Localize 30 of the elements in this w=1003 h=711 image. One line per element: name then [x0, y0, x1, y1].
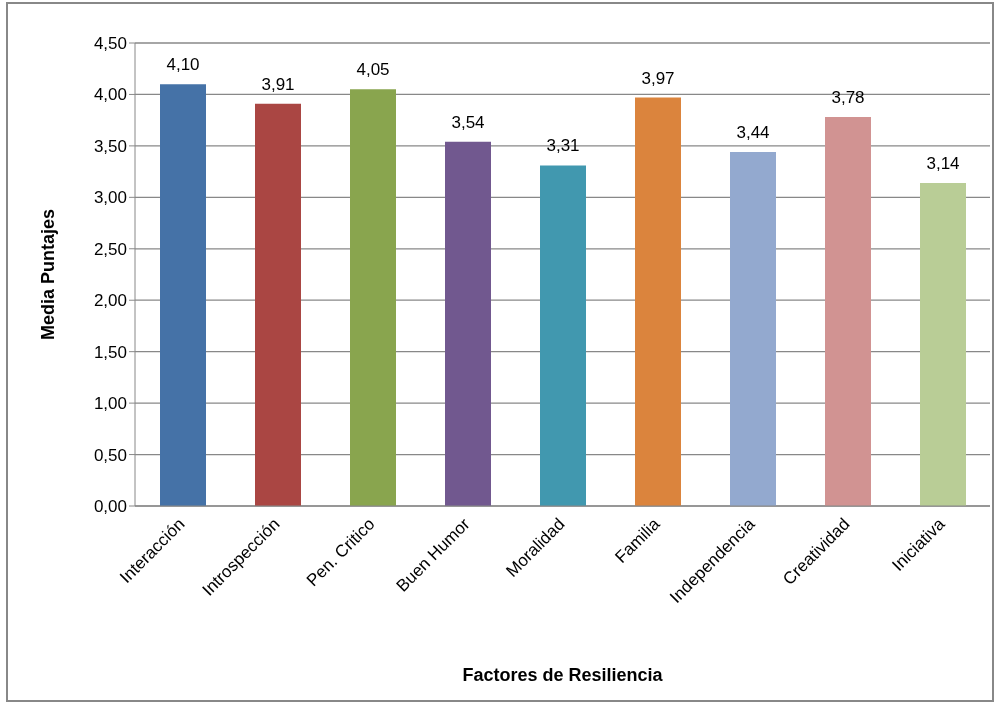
bar: [920, 182, 966, 506]
data-label: 3,44: [736, 123, 770, 143]
bar: [635, 97, 681, 506]
y-tick-label: 1,00: [93, 394, 127, 414]
data-label: 3,54: [451, 112, 485, 132]
y-tick-label: 3,00: [93, 188, 127, 208]
y-tick-label: 1,50: [93, 342, 127, 362]
data-label: 3,78: [831, 88, 865, 108]
data-label: 3,91: [261, 74, 295, 94]
bar: [445, 141, 491, 506]
y-tick-label: 2,50: [93, 239, 127, 259]
bar: [350, 89, 396, 506]
y-tick-label: 4,00: [93, 85, 127, 105]
y-axis-title: Media Puntajes: [38, 208, 59, 341]
data-label: 4,10: [166, 55, 200, 75]
bar: [540, 165, 586, 506]
x-axis-title: Factores de Resiliencia: [462, 665, 664, 685]
bar: [255, 103, 301, 506]
data-label: 3,31: [546, 136, 580, 156]
data-label: 4,05: [356, 60, 390, 80]
data-label: 3,97: [641, 68, 675, 88]
y-tick-label: 4,50: [93, 34, 127, 54]
bar: [730, 152, 776, 506]
bar: [825, 117, 871, 506]
y-tick-label: 2,00: [93, 291, 127, 311]
data-label: 3,14: [926, 153, 960, 173]
y-tick-label: 0,50: [93, 445, 127, 465]
y-tick-label: 0,00: [93, 497, 127, 517]
bar: [160, 84, 206, 506]
y-tick-label: 3,50: [93, 136, 127, 156]
